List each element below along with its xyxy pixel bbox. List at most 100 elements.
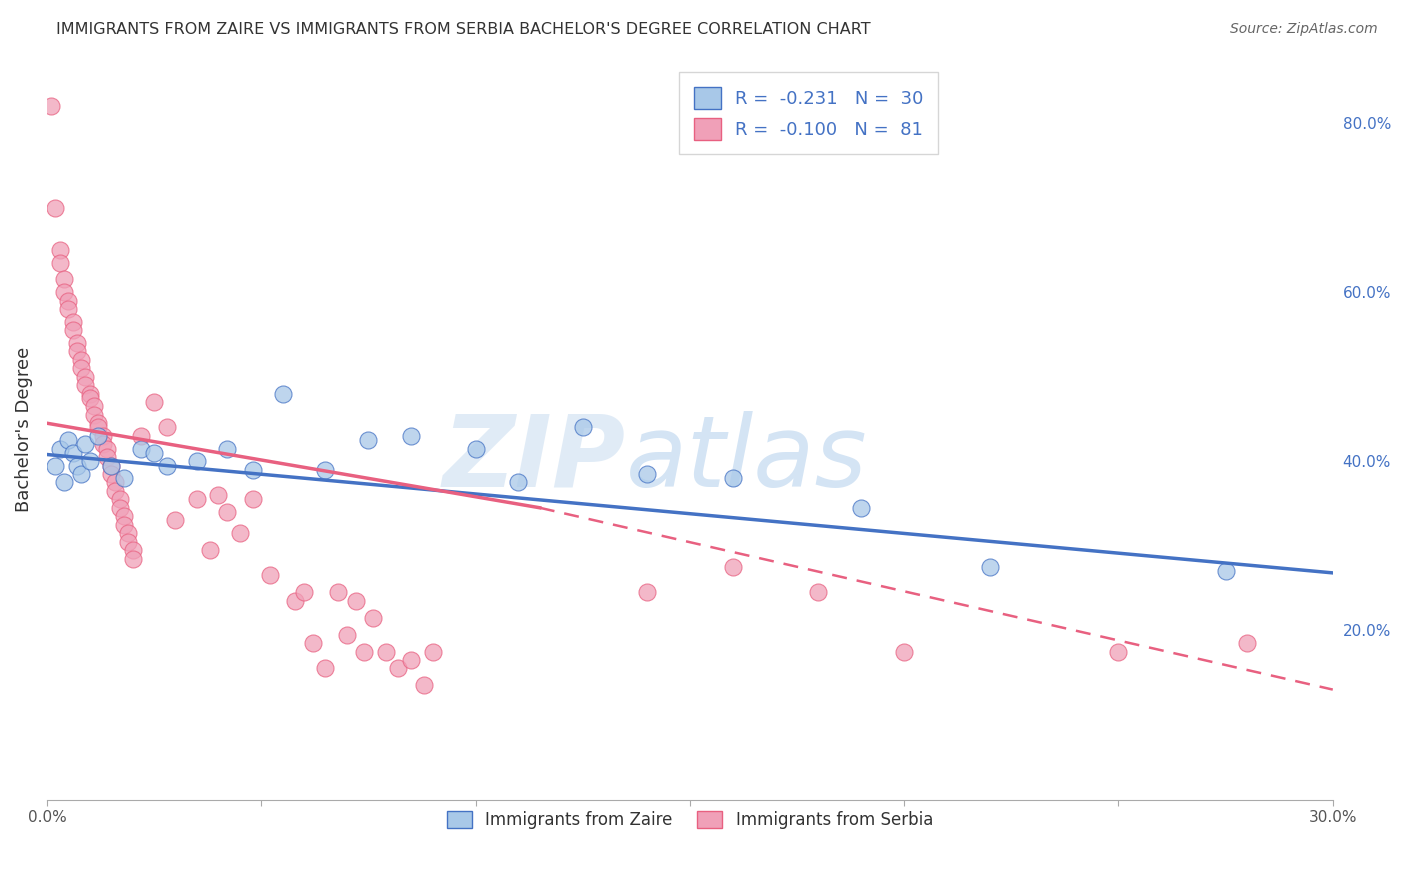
Point — [70, 361, 93, 376]
Point — [79, 454, 101, 468]
Point — [636, 467, 658, 481]
Point — [100, 458, 122, 473]
Point — [108, 500, 131, 515]
Point — [79, 391, 101, 405]
Point — [207, 488, 229, 502]
Point — [91, 429, 114, 443]
Point — [58, 293, 80, 308]
Text: IMMIGRANTS FROM ZAIRE VS IMMIGRANTS FROM SERBIA BACHELOR'S DEGREE CORRELATION CH: IMMIGRANTS FROM ZAIRE VS IMMIGRANTS FROM… — [56, 22, 870, 37]
Point — [344, 594, 367, 608]
Point — [143, 446, 166, 460]
Point — [44, 201, 66, 215]
Point — [87, 416, 110, 430]
Point — [271, 386, 294, 401]
Point — [83, 400, 105, 414]
Point — [328, 585, 350, 599]
Point — [48, 255, 70, 269]
Point — [721, 560, 744, 574]
Point — [121, 551, 143, 566]
Point — [315, 661, 337, 675]
Point — [361, 611, 384, 625]
Point — [143, 395, 166, 409]
Point — [242, 492, 264, 507]
Point — [186, 492, 208, 507]
Point — [156, 420, 179, 434]
Point — [75, 378, 97, 392]
Legend: Immigrants from Zaire, Immigrants from Serbia: Immigrants from Zaire, Immigrants from S… — [440, 804, 939, 836]
Point — [292, 585, 315, 599]
Point — [721, 471, 744, 485]
Point — [104, 475, 127, 490]
Point — [62, 446, 84, 460]
Point — [571, 420, 593, 434]
Point — [62, 315, 84, 329]
Point — [53, 285, 76, 300]
Point — [807, 585, 830, 599]
Point — [464, 442, 486, 456]
Point — [58, 433, 80, 447]
Point — [48, 442, 70, 456]
Point — [62, 323, 84, 337]
Point — [979, 560, 1001, 574]
Point — [66, 458, 89, 473]
Point — [117, 534, 139, 549]
Point — [44, 458, 66, 473]
Point — [53, 475, 76, 490]
Text: ZIP: ZIP — [443, 410, 626, 508]
Point — [301, 636, 323, 650]
Point — [229, 526, 252, 541]
Point — [87, 429, 110, 443]
Point — [851, 500, 873, 515]
Point — [215, 442, 238, 456]
Point — [91, 437, 114, 451]
Point — [48, 243, 70, 257]
Point — [399, 653, 422, 667]
Point — [96, 450, 118, 464]
Point — [336, 627, 359, 641]
Point — [129, 442, 152, 456]
Point — [893, 644, 915, 658]
Point — [259, 568, 281, 582]
Point — [1107, 644, 1129, 658]
Y-axis label: Bachelor's Degree: Bachelor's Degree — [15, 347, 32, 512]
Point — [399, 429, 422, 443]
Point — [198, 543, 221, 558]
Point — [70, 467, 93, 481]
Point — [156, 458, 179, 473]
Point — [1236, 636, 1258, 650]
Point — [508, 475, 530, 490]
Point — [387, 661, 409, 675]
Point — [104, 483, 127, 498]
Point — [75, 437, 97, 451]
Point — [121, 543, 143, 558]
Point — [112, 471, 135, 485]
Point — [112, 509, 135, 524]
Point — [353, 644, 375, 658]
Point — [66, 335, 89, 350]
Point — [165, 513, 187, 527]
Point — [1215, 564, 1237, 578]
Point — [39, 99, 62, 113]
Point — [186, 454, 208, 468]
Point — [83, 408, 105, 422]
Point — [129, 429, 152, 443]
Point — [315, 463, 337, 477]
Point — [58, 301, 80, 316]
Point — [96, 442, 118, 456]
Text: atlas: atlas — [626, 410, 868, 508]
Point — [87, 420, 110, 434]
Point — [100, 458, 122, 473]
Point — [374, 644, 396, 658]
Point — [108, 492, 131, 507]
Point — [357, 433, 380, 447]
Point — [636, 585, 658, 599]
Point — [75, 369, 97, 384]
Point — [242, 463, 264, 477]
Point — [66, 344, 89, 359]
Point — [117, 526, 139, 541]
Point — [79, 386, 101, 401]
Point — [70, 352, 93, 367]
Point — [100, 467, 122, 481]
Point — [413, 678, 436, 692]
Point — [112, 517, 135, 532]
